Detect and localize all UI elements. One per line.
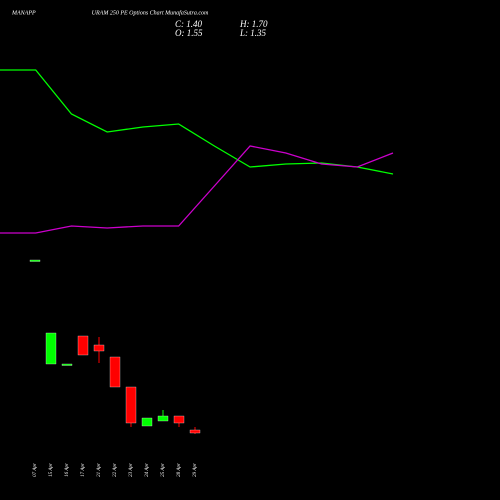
x-tick-label: 17 Apr <box>81 463 86 477</box>
x-tick-label: 22 Apr <box>113 463 118 477</box>
line-series <box>0 69 394 175</box>
x-tick-label: 15 Apr <box>49 463 54 477</box>
x-tick-label: 25 Apr <box>161 463 166 477</box>
candle-body <box>189 429 201 434</box>
ohlc-label: H: 1.70 <box>239 19 268 29</box>
candle-body <box>61 363 73 366</box>
ohlc-label: L: 1.35 <box>239 28 267 38</box>
chart-title: URAM 250 PE Options Chart MunafaSutra.co… <box>92 9 209 16</box>
candle-body <box>93 344 105 352</box>
candle-body <box>125 386 137 424</box>
line-series <box>0 145 394 234</box>
title-left: MANAPP <box>11 10 36 16</box>
candle-body <box>45 332 57 365</box>
x-tick-label: 21 Apr <box>97 463 102 477</box>
candle-body <box>109 356 121 388</box>
x-tick-label: 29 Apr <box>193 463 198 477</box>
candle-body <box>29 259 41 262</box>
candle-body <box>77 335 89 356</box>
x-tick-label: 24 Apr <box>145 463 150 477</box>
ohlc-label: C: 1.40 <box>175 19 203 29</box>
ohlc-label: O: 1.55 <box>175 28 203 38</box>
candle-body <box>173 415 185 424</box>
x-tick-label: 28 Apr <box>177 463 182 477</box>
candle-body <box>157 415 169 422</box>
x-tick-label: 07 Apr <box>33 463 38 477</box>
candle-body <box>141 417 153 427</box>
x-tick-label: 23 Apr <box>129 463 134 477</box>
x-tick-label: 16 Apr <box>65 463 70 477</box>
